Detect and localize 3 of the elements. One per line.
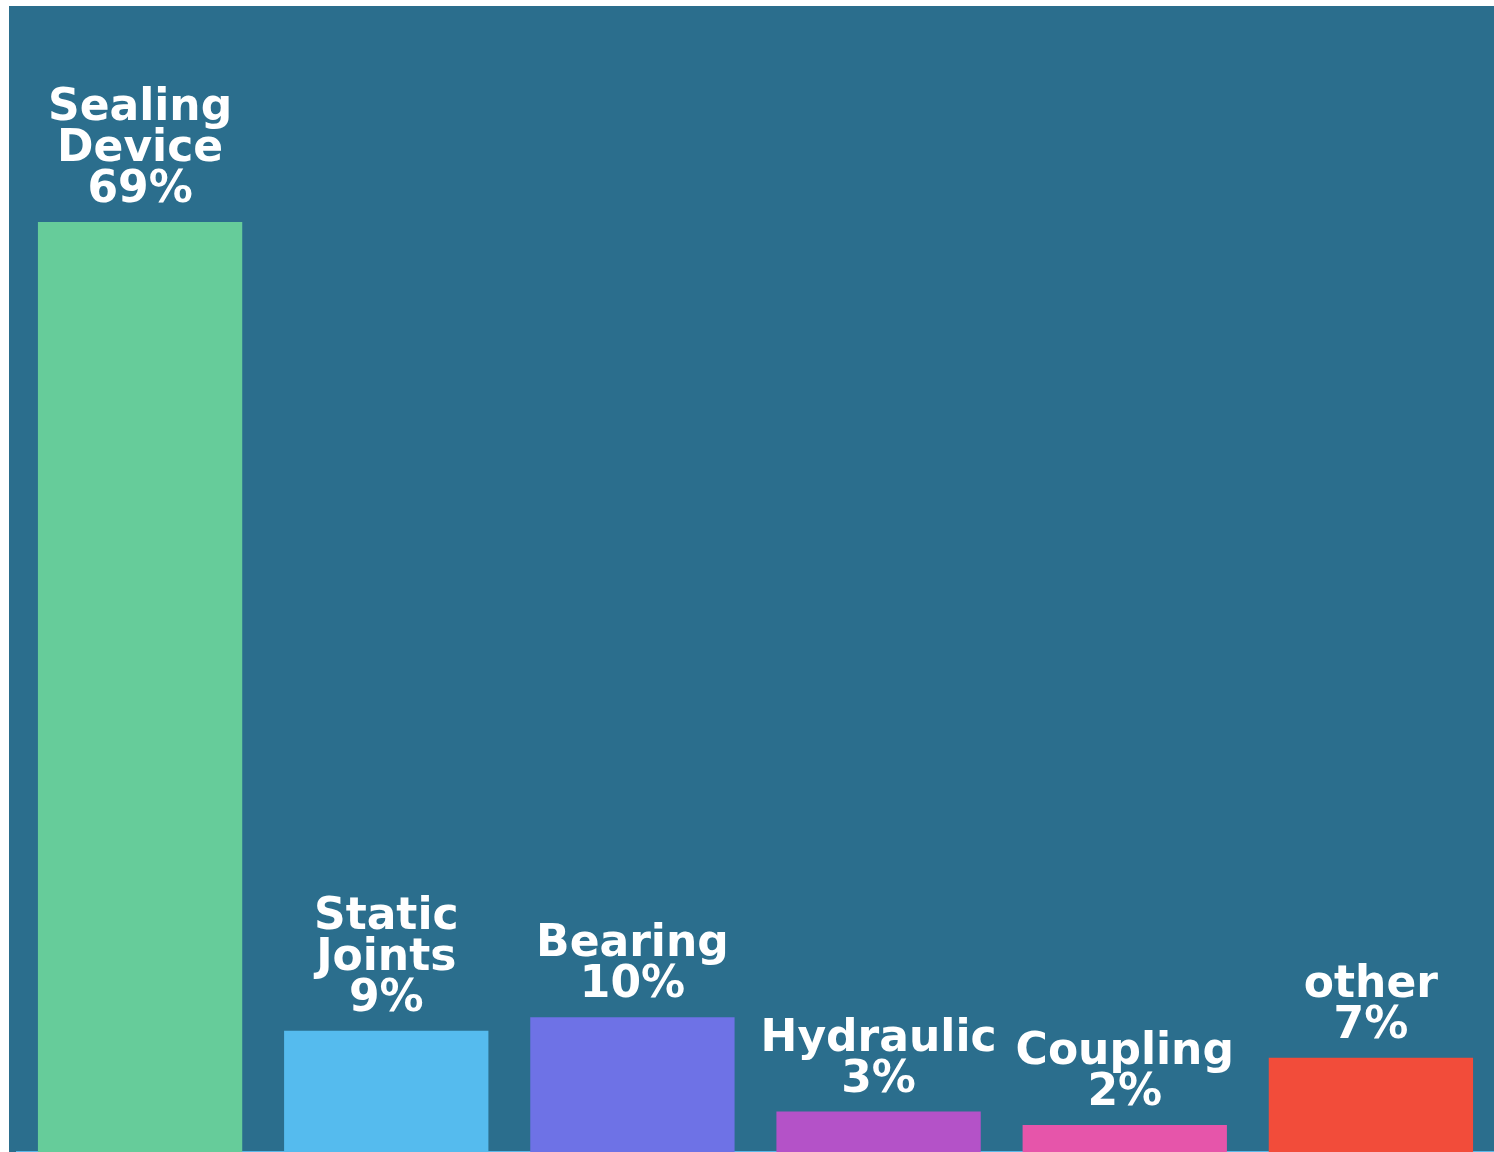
x-tick-label: Static Joints [313,887,459,980]
x-tick-label: Hydraulic [760,1009,997,1061]
data-label: 10% [579,956,686,1008]
